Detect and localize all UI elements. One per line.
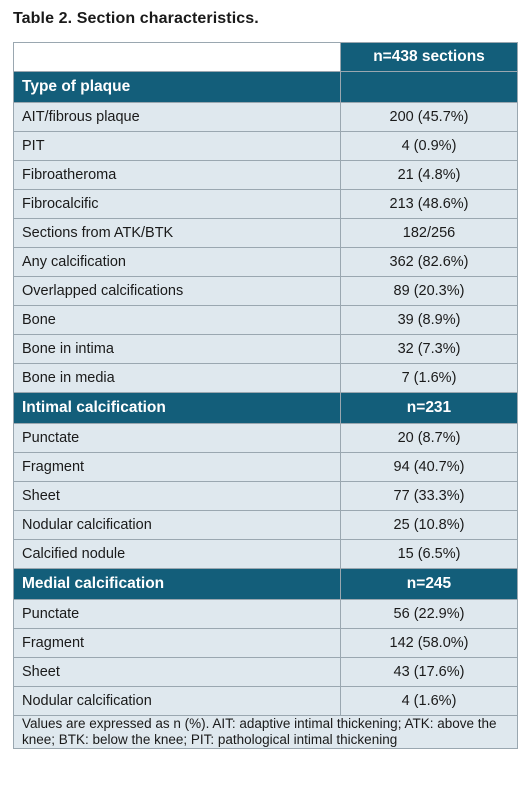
row-value: 15 (6.5%) (340, 539, 518, 569)
row-value: 21 (4.8%) (340, 160, 518, 190)
footnote-row: Values are expressed as n (%). AIT: adap… (13, 715, 518, 749)
section-heading-value (340, 71, 518, 103)
table-row: AIT/fibrous plaque 200 (45.7%) (13, 102, 518, 132)
row-label: Overlapped calcifications (13, 276, 341, 306)
section-heading: Intimal calcification (13, 392, 341, 424)
table-row: Nodular calcification 4 (1.6%) (13, 686, 518, 716)
section-heading-row: Intimal calcification n=231 (13, 392, 518, 424)
table-row: Calcified nodule 15 (6.5%) (13, 539, 518, 569)
row-label: Fragment (13, 452, 341, 482)
table-row: Sheet 43 (17.6%) (13, 657, 518, 687)
header-n-cell: n=438 sections (340, 42, 518, 72)
row-label: Nodular calcification (13, 686, 341, 716)
row-label: Bone (13, 305, 341, 335)
table-row: Fibroatheroma 21 (4.8%) (13, 160, 518, 190)
table-row: Sections from ATK/BTK 182/256 (13, 218, 518, 248)
row-label: Punctate (13, 599, 341, 629)
table-row: Nodular calcification 25 (10.8%) (13, 510, 518, 540)
section-heading: Type of plaque (13, 71, 341, 103)
row-label: Sheet (13, 481, 341, 511)
row-value: 200 (45.7%) (340, 102, 518, 132)
table-row: Bone 39 (8.9%) (13, 305, 518, 335)
row-value: 39 (8.9%) (340, 305, 518, 335)
row-label: AIT/fibrous plaque (13, 102, 341, 132)
row-value: 362 (82.6%) (340, 247, 518, 277)
row-value: 142 (58.0%) (340, 628, 518, 658)
row-value: 56 (22.9%) (340, 599, 518, 629)
row-value: 7 (1.6%) (340, 363, 518, 393)
table-row: Bone in media 7 (1.6%) (13, 363, 518, 393)
row-value: 20 (8.7%) (340, 423, 518, 453)
table-header-row: n=438 sections (13, 42, 518, 72)
row-label: Fibrocalcific (13, 189, 341, 219)
row-value: 182/256 (340, 218, 518, 248)
section-characteristics-table: n=438 sections Type of plaque AIT/fibrou… (13, 42, 518, 749)
row-label-indented: Bone in media (13, 363, 341, 393)
row-label: Punctate (13, 423, 341, 453)
row-label: Sections from ATK/BTK (13, 218, 341, 248)
row-label: Fibroatheroma (13, 160, 341, 190)
table-row: Overlapped calcifications 89 (20.3%) (13, 276, 518, 306)
table-row: Sheet 77 (33.3%) (13, 481, 518, 511)
row-label: Sheet (13, 657, 341, 687)
table-row: Fragment 142 (58.0%) (13, 628, 518, 658)
row-label: PIT (13, 131, 341, 161)
row-label: Nodular calcification (13, 510, 341, 540)
row-value: 4 (0.9%) (340, 131, 518, 161)
row-value: 32 (7.3%) (340, 334, 518, 364)
row-label: Any calcification (13, 247, 341, 277)
section-heading-value: n=231 (340, 392, 518, 424)
section-heading-row: Medial calcification n=245 (13, 568, 518, 600)
row-value: 213 (48.6%) (340, 189, 518, 219)
table-row: Punctate 56 (22.9%) (13, 599, 518, 629)
table-row: PIT 4 (0.9%) (13, 131, 518, 161)
row-value: 4 (1.6%) (340, 686, 518, 716)
section-heading-row: Type of plaque (13, 71, 518, 103)
row-value: 43 (17.6%) (340, 657, 518, 687)
table-row: Punctate 20 (8.7%) (13, 423, 518, 453)
row-value: 94 (40.7%) (340, 452, 518, 482)
row-label: Fragment (13, 628, 341, 658)
header-empty-cell (13, 42, 341, 72)
table-row: Fibrocalcific 213 (48.6%) (13, 189, 518, 219)
table-row: Fragment 94 (40.7%) (13, 452, 518, 482)
row-label-indented: Bone in intima (13, 334, 341, 364)
table-row: Any calcification 362 (82.6%) (13, 247, 518, 277)
table-footnote: Values are expressed as n (%). AIT: adap… (13, 715, 518, 749)
section-heading: Medial calcification (13, 568, 341, 600)
row-value: 25 (10.8%) (340, 510, 518, 540)
section-heading-value: n=245 (340, 568, 518, 600)
row-value: 89 (20.3%) (340, 276, 518, 306)
row-value: 77 (33.3%) (340, 481, 518, 511)
table-title: Table 2. Section characteristics. (13, 10, 259, 27)
row-label: Calcified nodule (13, 539, 341, 569)
table-row: Bone in intima 32 (7.3%) (13, 334, 518, 364)
